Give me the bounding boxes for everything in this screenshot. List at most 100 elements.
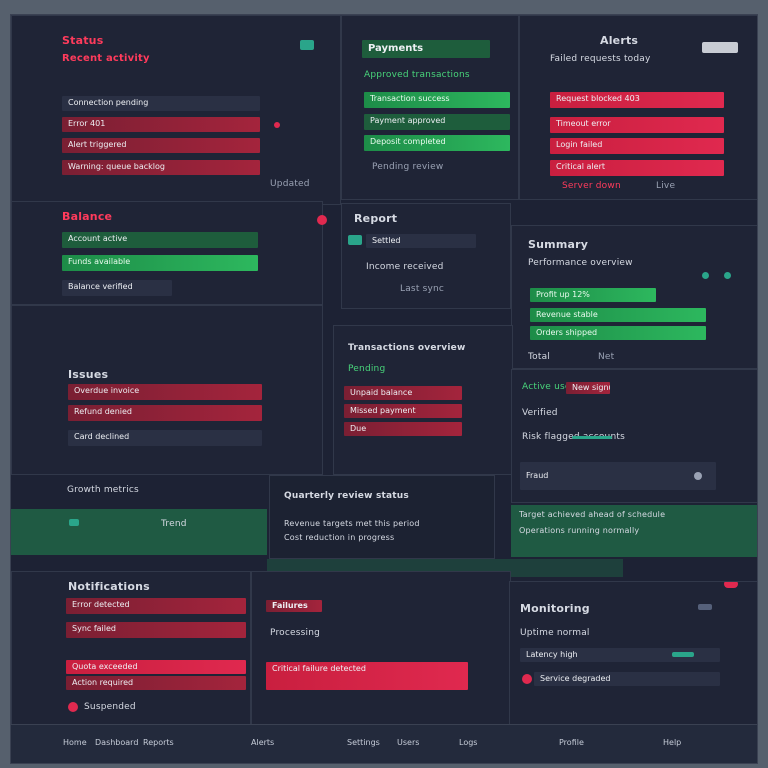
notifications-row-4[interactable]: Action required — [66, 676, 246, 690]
accounts-alert-row[interactable]: Fraud — [520, 462, 716, 490]
accounts-alert-icon — [694, 472, 702, 480]
status-subtitle: Recent activity — [62, 53, 150, 64]
notifications-row-3[interactable]: Quota exceeded — [66, 660, 246, 674]
issues-title: Issues — [68, 368, 109, 381]
summary-dot-2 — [724, 272, 731, 279]
summary-panel: Summary Performance overview Profit up 1… — [511, 225, 757, 369]
failures-subtitle: Processing — [270, 628, 321, 638]
payments-row-2[interactable]: Payment approved — [364, 114, 510, 130]
quarterly-review-title: Quarterly review status — [284, 491, 409, 501]
dashboard-window: Status Recent activity Connection pendin… — [10, 14, 758, 764]
alerts-row-5[interactable]: Server down — [562, 181, 621, 191]
notifications-row-5[interactable]: Suspended — [84, 702, 136, 712]
transactions-title: Transactions overview — [348, 343, 466, 353]
quarterly-review-line-2: Cost reduction in progress — [284, 533, 395, 542]
footer-item-reports[interactable]: Reports — [143, 738, 174, 747]
footer-item-logs[interactable]: Logs — [459, 738, 478, 747]
transactions-panel: Transactions overview Pending Unpaid bal… — [333, 325, 513, 475]
balance-panel: Balance Account active Funds available B… — [11, 201, 323, 305]
balance-row-3[interactable]: Balance verified — [62, 280, 172, 296]
status-row-4[interactable]: Warning: queue backlog — [62, 160, 260, 175]
monitoring-row-3[interactable]: Service degraded — [534, 672, 720, 686]
report-row-1[interactable]: Settled — [366, 234, 476, 248]
footer-item-dashboard[interactable]: Dashboard — [95, 738, 139, 747]
balance-title: Balance — [62, 210, 113, 223]
alerts-badge[interactable] — [702, 42, 738, 53]
payments-title: Payments — [362, 40, 490, 58]
alerts-panel: Alerts Failed requests today Request blo… — [519, 15, 757, 200]
footer-item-profile[interactable]: Profile — [559, 738, 584, 747]
footer-item-alerts[interactable]: Alerts — [251, 738, 275, 747]
summary-row-3[interactable]: Orders shipped — [530, 326, 706, 340]
payments-row-1[interactable]: Transaction success — [364, 92, 510, 108]
monitoring-row-1[interactable]: Uptime normal — [520, 628, 590, 638]
accounts-row-2[interactable]: New signups — [566, 382, 610, 394]
status-row-1[interactable]: Connection pending — [62, 96, 260, 111]
footer-item-settings[interactable]: Settings — [347, 738, 380, 747]
balance-status-dot — [317, 215, 327, 225]
report-title: Report — [354, 212, 398, 225]
failures-title: Failures — [266, 600, 322, 612]
growth-metrics-label: Growth metrics — [67, 485, 139, 495]
status-row-3[interactable]: Alert triggered — [62, 138, 260, 153]
report-panel: Report Settled Income received Last sync — [341, 203, 511, 309]
trend-icon — [69, 519, 79, 526]
metrics-band-left — [11, 509, 267, 555]
summary-subtitle: Performance overview — [528, 258, 633, 268]
notifications-title: Notifications — [68, 580, 150, 593]
report-note: Last sync — [400, 284, 445, 294]
report-icon — [348, 235, 362, 245]
status-dot — [274, 122, 280, 128]
issues-row-1[interactable]: Overdue invoice — [68, 384, 262, 400]
summary-footer-a: Total — [528, 352, 551, 362]
right-band-line-1: Target achieved ahead of schedule — [519, 510, 666, 519]
accounts-row-3[interactable]: Verified — [522, 408, 558, 418]
accounts-progress — [572, 436, 612, 439]
alerts-row-2[interactable]: Timeout error — [550, 117, 724, 133]
summary-row-2[interactable]: Revenue stable — [530, 308, 706, 322]
monitoring-panel: Monitoring Uptime normal Latency high Se… — [509, 581, 757, 727]
notifications-panel: Notifications Error detected Sync failed… — [11, 571, 251, 727]
notifications-alert-icon — [68, 702, 78, 712]
alerts-row-3[interactable]: Login failed — [550, 138, 724, 154]
monitoring-close-icon[interactable] — [724, 582, 738, 588]
monitoring-toggle[interactable] — [698, 604, 712, 610]
status-panel: Status Recent activity Connection pendin… — [11, 15, 341, 205]
quarterly-review-line-1: Revenue targets met this period — [284, 519, 420, 528]
status-row-2[interactable]: Error 401 — [62, 117, 260, 132]
footer-item-help[interactable]: Help — [663, 738, 682, 747]
alerts-title: Alerts — [600, 34, 639, 47]
issues-row-2[interactable]: Refund denied — [68, 405, 262, 421]
status-toggle[interactable] — [300, 40, 314, 50]
issues-row-3[interactable]: Card declined — [68, 430, 262, 446]
footer-item-home[interactable]: Home — [63, 738, 87, 747]
summary-dot-1 — [702, 272, 709, 279]
footer-item-users[interactable]: Users — [397, 738, 420, 747]
alerts-row-1[interactable]: Request blocked 403 — [550, 92, 724, 108]
accounts-row-1[interactable]: Active users — [522, 382, 580, 392]
notifications-row-1[interactable]: Error detected — [66, 598, 246, 614]
report-row-2[interactable]: Income received — [366, 262, 444, 272]
monitoring-alert-icon — [522, 674, 532, 684]
alerts-row-4[interactable]: Critical alert — [550, 160, 724, 176]
trend-label: Trend — [161, 519, 187, 529]
transactions-note-b[interactable]: Due — [344, 422, 462, 436]
footer-bar: Home Dashboard Reports Alerts Settings U… — [11, 724, 757, 763]
accounts-panel: Active users New signups Verified Risk f… — [511, 369, 757, 503]
monitoring-row-2[interactable]: Latency high — [520, 648, 720, 662]
metrics-band-right — [511, 505, 757, 557]
balance-row-2[interactable]: Funds available — [62, 255, 258, 271]
summary-title: Summary — [528, 238, 589, 251]
transactions-row-2[interactable]: Missed payment — [344, 404, 462, 418]
payments-row-3[interactable]: Deposit completed — [364, 135, 510, 151]
status-footer-note: Updated — [270, 179, 310, 189]
transactions-note-a: Pending — [348, 364, 386, 374]
failures-panel: Failures Processing Critical failure det… — [251, 571, 511, 727]
failures-row-1[interactable]: Critical failure detected — [266, 662, 468, 690]
notifications-row-2[interactable]: Sync failed — [66, 622, 246, 638]
payments-panel: Payments Approved transactions Transacti… — [341, 15, 519, 200]
balance-row-1[interactable]: Account active — [62, 232, 258, 248]
payments-row-4[interactable]: Pending review — [372, 162, 444, 172]
transactions-row-1[interactable]: Unpaid balance — [344, 386, 462, 400]
summary-row-1[interactable]: Profit up 12% — [530, 288, 656, 302]
